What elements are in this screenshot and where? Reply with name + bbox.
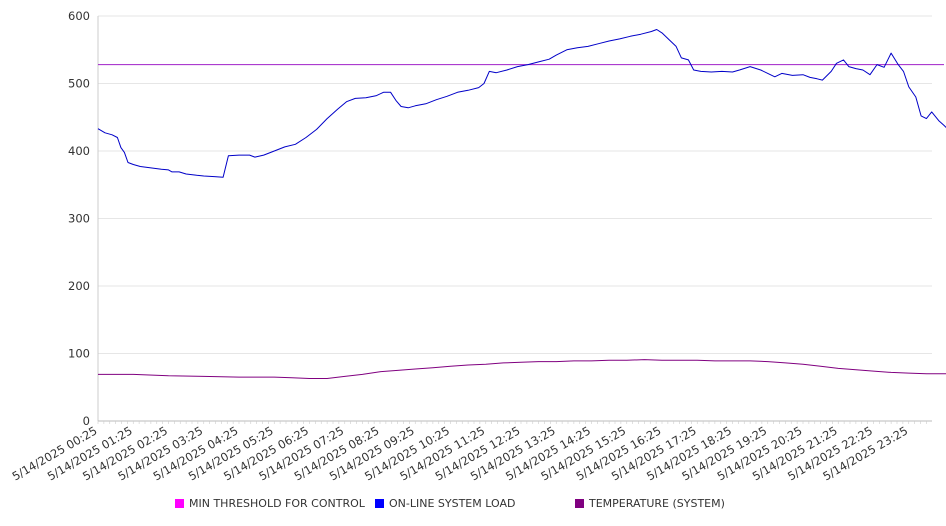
legend-label-temperature: TEMPERATURE (SYSTEM) — [589, 497, 725, 510]
legend-label-system-load: ON-LINE SYSTEM LOAD — [389, 497, 516, 510]
y-tick-label: 0 — [83, 414, 90, 428]
y-tick-label: 600 — [68, 9, 90, 23]
y-tick-label: 300 — [68, 212, 90, 226]
legend-item-temperature[interactable]: TEMPERATURE (SYSTEM) — [575, 497, 725, 510]
y-tick-label: 400 — [68, 144, 90, 158]
y-axis-tick-labels: 0 100 200 300 400 500 600 — [68, 9, 90, 428]
y-tick-label: 100 — [68, 347, 90, 361]
legend-swatch-system-load — [375, 499, 384, 508]
axes — [97, 16, 932, 424]
legend-item-min-threshold[interactable]: MIN THRESHOLD FOR CONTROL — [175, 497, 365, 510]
x-axis-tick-labels: 5/14/2025 00:255/14/2025 01:255/14/2025 … — [10, 423, 911, 483]
legend-swatch-temperature — [575, 499, 584, 508]
legend-item-system-load[interactable]: ON-LINE SYSTEM LOAD — [375, 497, 515, 510]
y-tick-label: 500 — [68, 77, 90, 91]
series-line-system-load — [97, 29, 946, 178]
y-gridlines — [98, 15, 932, 354]
legend-label-min-threshold: MIN THRESHOLD FOR CONTROL — [189, 497, 365, 510]
y-tick-label: 200 — [68, 279, 90, 293]
series-lines — [97, 29, 946, 379]
legend: MIN THRESHOLD FOR CONTROL ON-LINE SYSTEM… — [0, 497, 946, 515]
legend-swatch-min-threshold — [175, 499, 184, 508]
series-line-temperature — [98, 359, 946, 379]
